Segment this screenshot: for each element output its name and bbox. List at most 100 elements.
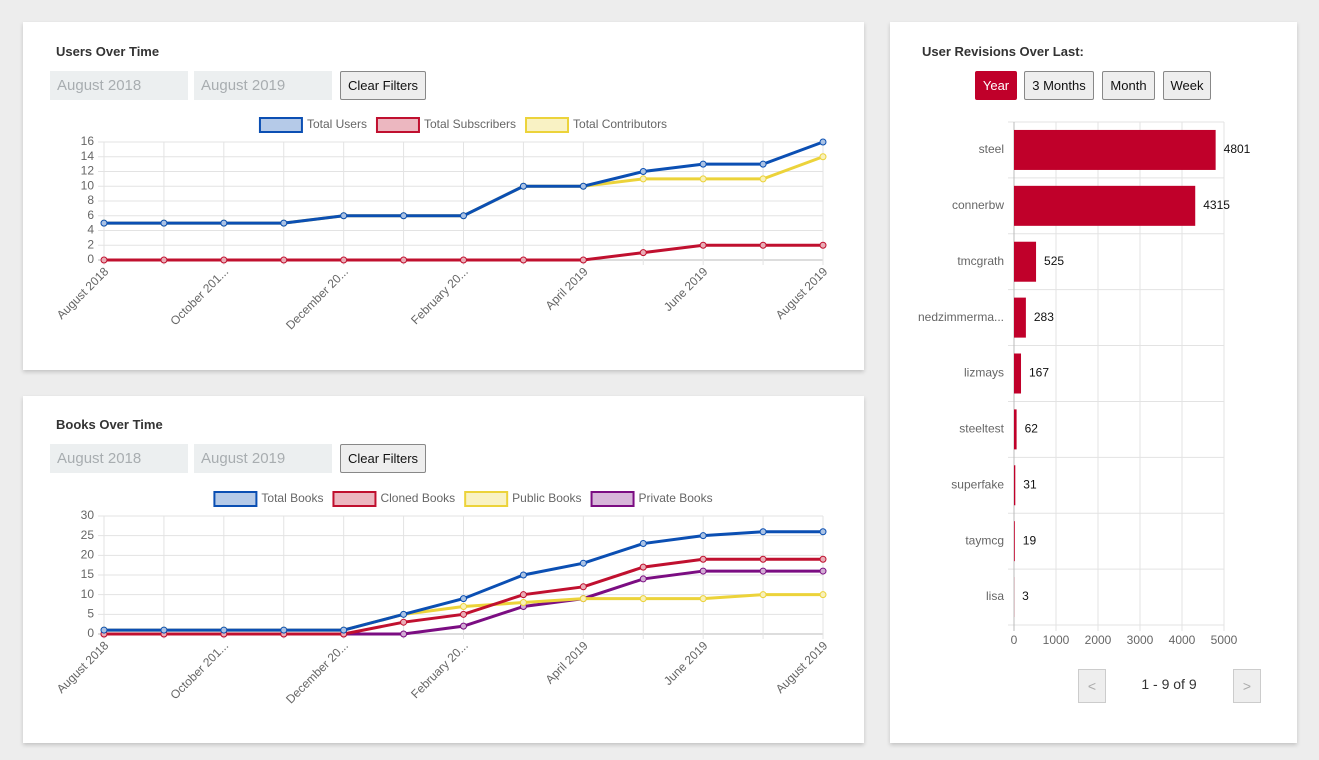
- point-tint: [460, 212, 467, 219]
- date-from[interactable]: August 2018: [50, 71, 188, 100]
- point-tint: [520, 591, 527, 598]
- point-tint: [640, 168, 647, 175]
- data-point: [579, 182, 587, 190]
- bar: [1014, 353, 1022, 394]
- y-tick-label: 16: [81, 134, 95, 148]
- data-point: [460, 602, 467, 610]
- value-label: 3: [1022, 589, 1029, 603]
- date-to[interactable]: August 2019: [194, 71, 332, 100]
- y-tick-label: taymcg: [965, 533, 1004, 547]
- date-from[interactable]: August 2018: [50, 444, 188, 473]
- clear-filters[interactable]: Clear Filters: [340, 444, 426, 473]
- legend-label: Cloned Books: [380, 491, 455, 505]
- legend-swatch: [375, 117, 420, 133]
- data-point: [699, 595, 707, 603]
- range-button[interactable]: Month: [1102, 71, 1155, 100]
- range-button[interactable]: Year: [975, 71, 1017, 100]
- range-button[interactable]: 3 Months: [1024, 71, 1094, 100]
- x-tick-label: 0: [1011, 633, 1018, 647]
- data-point: [759, 555, 767, 563]
- legend: Total Books Cloned Books Public Books Priva…: [213, 491, 713, 507]
- x-tick-label: December 20...: [283, 264, 351, 332]
- legend: Total Users Total Subscribers Total Contri…: [258, 117, 667, 133]
- point-tint: [820, 591, 826, 598]
- y-tick-label: tmcgrath: [957, 254, 1004, 268]
- data-point: [100, 626, 108, 634]
- point-tint: [820, 528, 826, 535]
- x-tick-label: August 2018: [54, 638, 112, 696]
- point-tint: [280, 627, 287, 634]
- legend-label: Total Contributors: [573, 117, 667, 131]
- bar: [1014, 241, 1037, 282]
- point-tint: [460, 623, 467, 630]
- data-point: [819, 591, 827, 599]
- bar: [1014, 297, 1026, 338]
- value-label: 4801: [1224, 142, 1251, 156]
- legend-swatch: [525, 117, 570, 133]
- clear-filters[interactable]: Clear Filters: [340, 71, 426, 100]
- data-point: [340, 212, 348, 220]
- y-tick-label: 15: [81, 567, 95, 581]
- point-tint: [820, 139, 826, 145]
- data-point: [699, 160, 707, 168]
- y-tick-label: 10: [81, 587, 95, 601]
- range-button[interactable]: Week: [1163, 71, 1211, 100]
- point-tint: [220, 220, 227, 227]
- point-tint: [220, 627, 227, 634]
- point-tint: [340, 257, 347, 263]
- x-tick-label: August 2018: [54, 264, 112, 322]
- data-point: [519, 591, 527, 599]
- data-point: [280, 219, 288, 227]
- data-point: [639, 175, 647, 183]
- data-point: [460, 595, 467, 603]
- value-label: 62: [1025, 422, 1039, 436]
- x-tick-label: August 2019: [773, 264, 831, 322]
- point-tint: [640, 575, 647, 582]
- data-point: [699, 175, 707, 183]
- data-point: [699, 241, 707, 249]
- x-tick-label: February 20...: [408, 638, 471, 701]
- y-tick-label: lisa: [986, 589, 1004, 603]
- point-tint: [520, 572, 527, 578]
- x-tick-label: 4000: [1169, 633, 1196, 647]
- data-point: [639, 249, 647, 257]
- data-point: [460, 610, 467, 618]
- point-tint: [580, 183, 587, 190]
- prev-page[interactable]: <: [1078, 669, 1106, 703]
- y-tick-label: 6: [87, 208, 94, 222]
- data-point: [160, 256, 168, 264]
- point-tint: [700, 242, 707, 249]
- bar: [1014, 521, 1015, 562]
- data-point: [400, 256, 408, 264]
- point-tint: [280, 257, 287, 263]
- data-point: [819, 153, 827, 161]
- point-tint: [340, 627, 347, 634]
- panel-title: Users Over Time: [56, 44, 160, 59]
- x-tick-label: June 2019: [661, 638, 711, 688]
- value-label: 525: [1044, 254, 1064, 268]
- y-tick-label: 2: [87, 237, 94, 251]
- point-tint: [700, 568, 707, 575]
- next-page[interactable]: >: [1233, 669, 1261, 703]
- data-point: [819, 555, 827, 563]
- data-point: [460, 622, 467, 630]
- data-point: [819, 567, 827, 575]
- x-tick-label: 2000: [1085, 633, 1112, 647]
- data-point: [759, 567, 767, 575]
- y-tick-label: connerbw: [952, 198, 1004, 212]
- y-tick-label: 30: [81, 508, 95, 522]
- point-tint: [760, 591, 767, 598]
- point-tint: [580, 595, 587, 602]
- point-tint: [580, 560, 587, 567]
- point-tint: [101, 220, 107, 227]
- point-tint: [820, 568, 826, 575]
- data-point: [460, 256, 467, 264]
- date-to[interactable]: August 2019: [194, 444, 332, 473]
- data-point: [639, 563, 647, 571]
- bar: [1014, 129, 1216, 170]
- point-tint: [101, 257, 107, 263]
- data-point: [759, 528, 767, 536]
- data-point: [400, 610, 408, 618]
- point-tint: [460, 611, 467, 618]
